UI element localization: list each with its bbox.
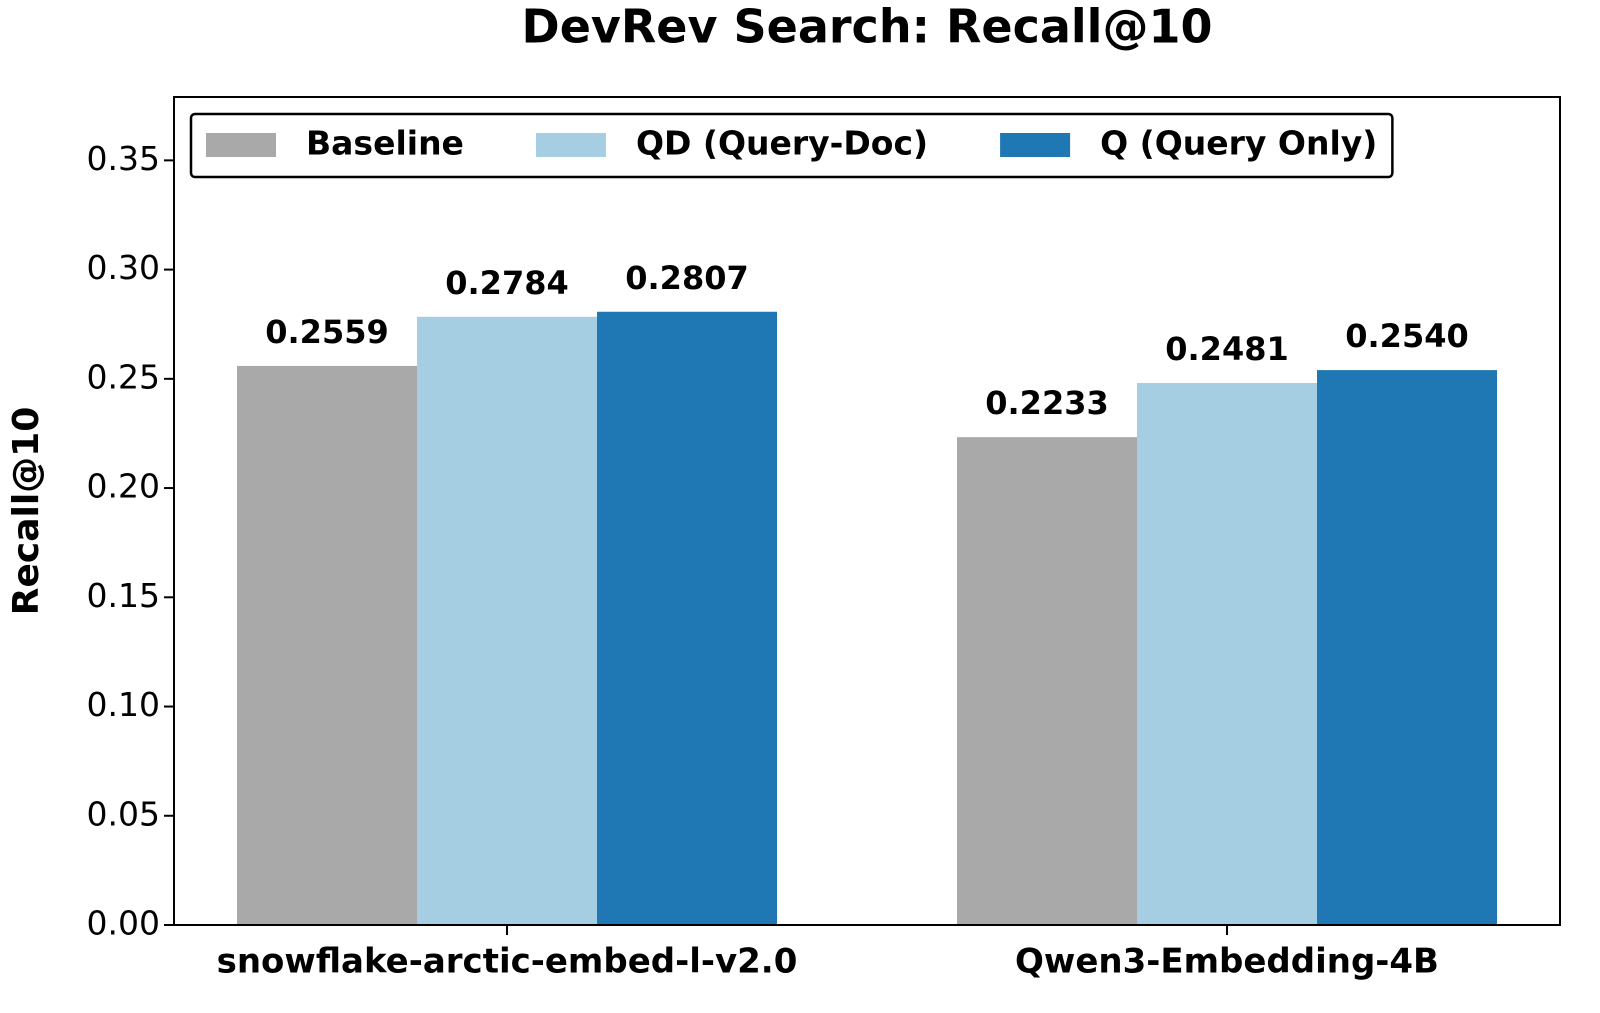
legend-swatch — [535, 133, 606, 157]
y-tick-label: 0.30 — [87, 248, 160, 287]
y-tick-label: 0.35 — [87, 139, 160, 178]
y-tick-label: 0.20 — [87, 467, 160, 506]
y-tick-label: 0.00 — [87, 904, 160, 943]
legend-frame — [189, 112, 1394, 179]
value-label: 0.2784 — [445, 264, 568, 302]
value-label: 0.2481 — [1165, 330, 1288, 368]
value-label: 0.2233 — [985, 384, 1108, 422]
bar — [957, 437, 1137, 925]
y-tick-label: 0.05 — [87, 794, 160, 833]
bar — [417, 316, 597, 925]
legend-label: QD (Query-Doc) — [636, 124, 928, 163]
value-label: 0.2540 — [1345, 317, 1468, 355]
y-tick-label: 0.15 — [87, 576, 160, 615]
y-axis-label: Recall@10 — [6, 407, 47, 616]
legend: Baseline QD (Query-Doc) Q (Query Only) — [189, 112, 1394, 179]
bar — [597, 311, 777, 925]
chart-title: DevRev Search: Recall@10 — [522, 0, 1213, 54]
bar — [237, 365, 417, 925]
y-tick-label: 0.10 — [87, 685, 160, 724]
legend-swatch — [206, 133, 276, 157]
legend-label: Q (Query Only) — [1100, 124, 1377, 163]
value-label: 0.2559 — [265, 313, 388, 351]
bar — [1137, 382, 1317, 925]
plot-frame — [173, 96, 1561, 926]
y-tick-label: 0.25 — [87, 357, 160, 396]
bar — [1317, 370, 1497, 926]
value-label: 0.2807 — [625, 259, 748, 297]
x-tick-label: Qwen3-Embedding-4B — [1015, 942, 1439, 982]
legend-label: Baseline — [306, 124, 464, 163]
legend-swatch — [1000, 133, 1071, 157]
x-tick-label: snowflake-arctic-embed-l-v2.0 — [217, 942, 798, 982]
